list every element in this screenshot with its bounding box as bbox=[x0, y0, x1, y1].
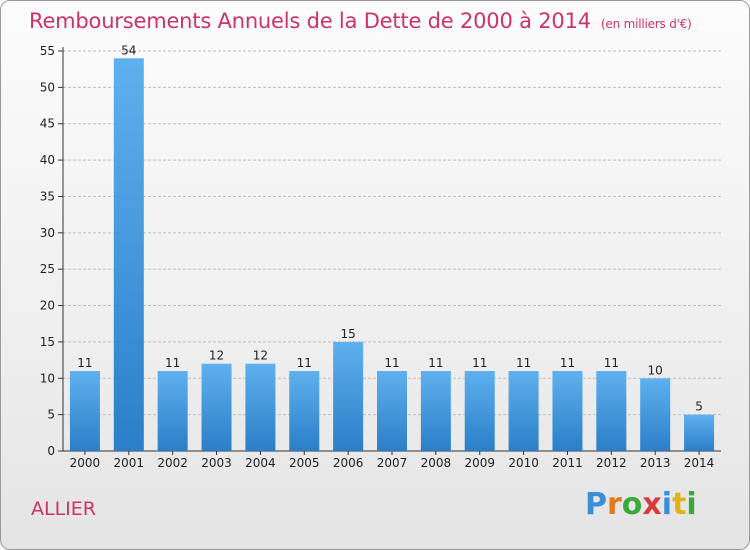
bar bbox=[377, 371, 407, 451]
bar-value-label: 11 bbox=[560, 356, 575, 370]
logo-letter: i bbox=[661, 487, 673, 522]
bar bbox=[596, 371, 627, 451]
x-tick-label: 2010 bbox=[508, 456, 539, 470]
proxiti-logo: Proxiti bbox=[585, 487, 697, 522]
bar-value-label: 11 bbox=[384, 356, 399, 370]
y-tick-label: 15 bbox=[40, 335, 55, 349]
logo-letter: i bbox=[686, 487, 697, 522]
bar-value-label: 54 bbox=[121, 43, 136, 57]
region-name: ALLIER bbox=[31, 498, 96, 520]
bars bbox=[69, 58, 715, 451]
y-tick-label: 5 bbox=[47, 408, 55, 422]
bar-value-label: 11 bbox=[516, 356, 531, 370]
logo-letter: x bbox=[642, 487, 662, 522]
x-tick-label: 2000 bbox=[70, 456, 101, 470]
x-tick-label: 2009 bbox=[464, 456, 495, 470]
bar-value-label: 12 bbox=[253, 349, 268, 363]
x-tick-label: 2002 bbox=[157, 456, 188, 470]
x-tick-label: 2007 bbox=[377, 456, 408, 470]
y-tick-label: 45 bbox=[40, 117, 55, 131]
bar-value-label: 5 bbox=[695, 400, 703, 414]
logo-letter: r bbox=[607, 487, 622, 522]
bar-value-label: 10 bbox=[648, 363, 663, 377]
bar bbox=[113, 58, 144, 451]
bar bbox=[157, 371, 188, 451]
x-tick-label: 2008 bbox=[421, 456, 452, 470]
title-unit: (en milliers d'€) bbox=[600, 17, 692, 31]
y-tick-label: 55 bbox=[40, 44, 55, 58]
bar bbox=[69, 371, 100, 451]
bar bbox=[201, 363, 232, 451]
x-tick-label: 2004 bbox=[245, 456, 276, 470]
y-tick-label: 25 bbox=[40, 262, 55, 276]
labels: 0 5 10 15 20 25 30 35 40 45 50 55 11 2000 54 2001 11 2002… bbox=[40, 43, 715, 470]
y-tick-label: 0 bbox=[47, 444, 55, 458]
logo-letter: t bbox=[672, 487, 687, 522]
bar-value-label: 12 bbox=[209, 349, 224, 363]
bar bbox=[508, 371, 539, 451]
bar bbox=[464, 371, 495, 451]
bar bbox=[245, 363, 276, 451]
x-tick-label: 2011 bbox=[552, 456, 583, 470]
y-tick-label: 50 bbox=[40, 80, 55, 94]
x-tick-label: 2005 bbox=[289, 456, 320, 470]
x-tick-label: 2003 bbox=[201, 456, 232, 470]
y-tick-label: 10 bbox=[40, 371, 55, 385]
bar-value-label: 11 bbox=[604, 356, 619, 370]
bar bbox=[289, 371, 320, 451]
x-tick-label: 2001 bbox=[114, 456, 145, 470]
x-tick-label: 2013 bbox=[640, 456, 671, 470]
x-tick-label: 2012 bbox=[596, 456, 627, 470]
bar-value-label: 11 bbox=[428, 356, 443, 370]
x-tick-label: 2014 bbox=[684, 456, 715, 470]
x-tick-label: 2006 bbox=[333, 456, 364, 470]
y-tick-label: 35 bbox=[40, 189, 55, 203]
bar bbox=[333, 341, 364, 451]
y-tick-label: 40 bbox=[40, 153, 55, 167]
bar-value-label: 11 bbox=[77, 356, 92, 370]
bar bbox=[640, 378, 671, 451]
chart-title: Remboursements Annuels de la Dette de 20… bbox=[29, 9, 692, 33]
bar bbox=[420, 371, 451, 451]
bar bbox=[552, 371, 583, 451]
title-text: Remboursements Annuels de la Dette de 20… bbox=[29, 9, 591, 33]
y-tick-label: 20 bbox=[40, 299, 55, 313]
logo-letter: P bbox=[585, 487, 607, 522]
bar-value-label: 15 bbox=[340, 327, 355, 341]
bar-value-label: 11 bbox=[297, 356, 312, 370]
logo-letter: o bbox=[621, 487, 643, 522]
y-tick-label: 30 bbox=[40, 226, 55, 240]
bar-value-label: 11 bbox=[165, 356, 180, 370]
bar bbox=[684, 414, 715, 451]
bar-value-label: 11 bbox=[472, 356, 487, 370]
